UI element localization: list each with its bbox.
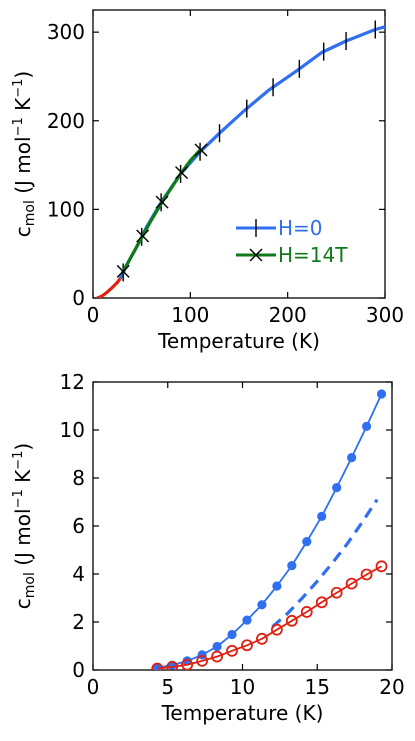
data-point — [332, 483, 342, 493]
y-tick-label: 8 — [72, 466, 85, 490]
y-tick-label: 300 — [47, 20, 85, 44]
data-point — [241, 639, 253, 652]
series-line-red-lowT — [96, 277, 122, 298]
series-line-blue-dashed — [271, 498, 379, 629]
series-line-H=14T — [120, 148, 202, 274]
y-tick-label: 2 — [72, 610, 85, 634]
legend-marker — [249, 248, 263, 262]
data-point — [330, 586, 343, 599]
x-tick-label: 15 — [305, 675, 330, 699]
data-point — [227, 629, 237, 640]
series-line-H=0 — [118, 25, 385, 280]
x-axis-title: Temperature (K) — [161, 701, 324, 725]
plot-frame — [92, 9, 386, 299]
data-point — [226, 644, 238, 657]
y-tick-label: 200 — [47, 109, 85, 133]
legend-label: H=14T — [278, 243, 348, 267]
y-tick-label: 10 — [60, 418, 85, 442]
x-axis-title: Temperature (K) — [157, 329, 320, 353]
data-point — [155, 195, 169, 209]
x-tick-label: 200 — [269, 303, 307, 327]
data-point — [116, 264, 130, 278]
y-axis-title-part: −1 — [11, 489, 26, 508]
y-axis-title-part: K — [11, 469, 35, 489]
y-tick-label: 0 — [72, 286, 85, 310]
data-point — [151, 662, 164, 670]
data-point — [345, 577, 358, 590]
data-point — [375, 560, 388, 573]
data-point — [376, 389, 387, 399]
x-tick-label: 20 — [379, 675, 404, 699]
data-point — [270, 623, 283, 636]
bottom-panel: 0 5 10 15 20 0 2 4 6 8 10 12 Temperature (K) cmol (J … — [11, 370, 405, 725]
plot-area — [96, 20, 385, 298]
plot-frame — [92, 381, 393, 671]
x-tick-label: 300 — [366, 303, 404, 327]
data-point — [285, 614, 298, 627]
data-point — [175, 166, 189, 180]
data-point — [196, 654, 209, 667]
series-line-red-solid — [157, 565, 382, 670]
y-axis-title-part: mol — [22, 572, 38, 598]
data-point — [257, 600, 267, 610]
data-point — [360, 568, 373, 581]
data-point — [361, 421, 372, 431]
data-point — [256, 632, 268, 645]
x-tick-label: 100 — [171, 303, 209, 327]
data-point — [136, 229, 150, 243]
data-point — [272, 581, 282, 591]
data-point — [182, 656, 192, 666]
data-point — [166, 660, 179, 670]
data-point — [242, 615, 252, 625]
x-tick-label: 10 — [230, 675, 255, 699]
data-point — [302, 537, 312, 547]
y-axis-title-part: −1 — [11, 451, 26, 470]
y-axis-title-part: (J mol — [11, 508, 35, 572]
legend-label: H=0 — [278, 216, 323, 240]
data-point — [287, 561, 297, 571]
data-point — [317, 511, 327, 521]
y-axis-title-part: c — [11, 598, 35, 609]
y-tick-label: 6 — [72, 514, 85, 538]
y-axis-title-part: c — [11, 226, 35, 237]
y-axis-title-part: K — [11, 97, 35, 117]
x-tick-label: 0 — [87, 675, 100, 699]
plot-area — [151, 389, 388, 670]
data-point — [194, 143, 208, 157]
y-axis-title-part: ) — [11, 71, 35, 79]
series-line-blue-solid — [157, 393, 383, 669]
y-axis-title: cmol (J mol−1 K−1) — [11, 71, 38, 237]
y-axis-title: cmol (J mol−1 K−1) — [11, 443, 38, 609]
y-axis-title-part: −1 — [11, 117, 26, 136]
data-point — [300, 606, 313, 618]
data-point — [211, 650, 223, 663]
x-tick-label: 0 — [87, 303, 100, 327]
y-tick-label: 0 — [72, 658, 85, 682]
y-tick-label: 12 — [60, 370, 85, 394]
data-point — [347, 453, 357, 463]
y-axis-title-part: mol — [22, 200, 38, 226]
y-tick-label: 4 — [72, 562, 85, 586]
y-axis-title-part: ) — [11, 443, 35, 451]
x-tick-label: 5 — [161, 675, 174, 699]
data-point — [181, 658, 194, 670]
y-axis-title-part: −1 — [11, 79, 26, 98]
y-tick-label: 100 — [47, 197, 85, 221]
y-axis-title-part: (J mol — [11, 136, 35, 200]
data-point — [315, 596, 328, 609]
data-point — [212, 641, 222, 652]
